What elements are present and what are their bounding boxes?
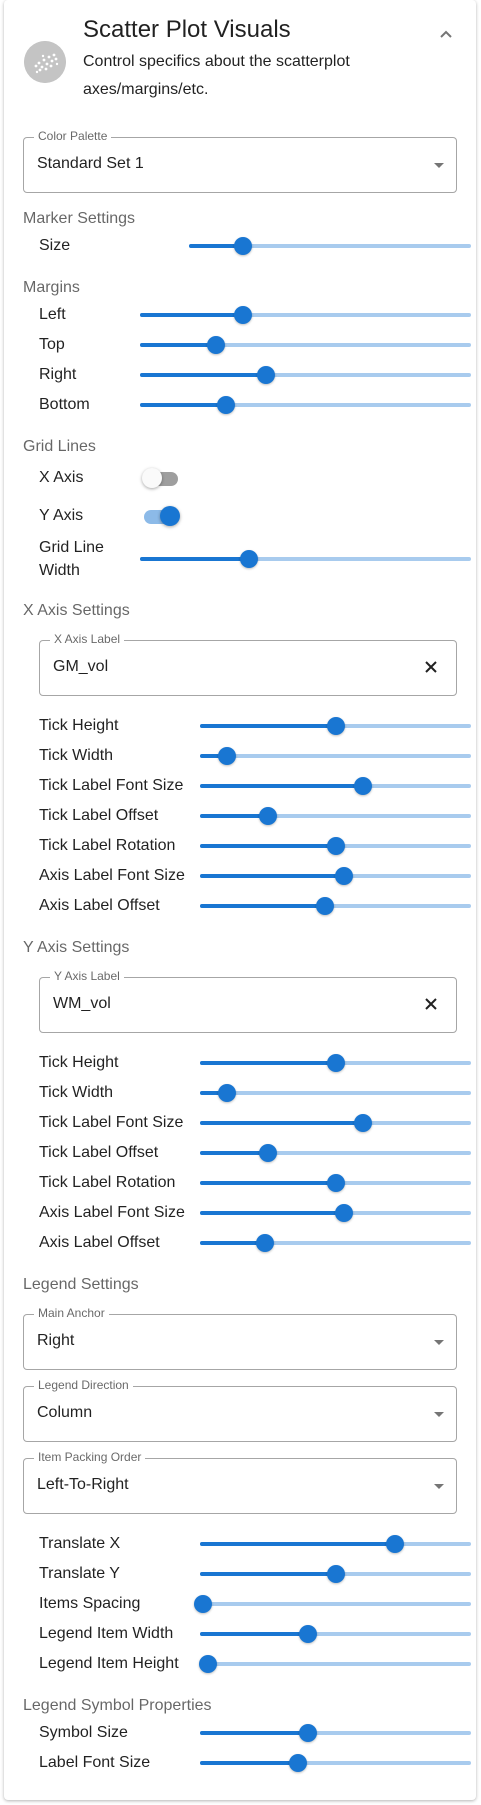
- marker-settings-title: Marker Settings: [23, 210, 136, 227]
- y-tick-label-offset-slider[interactable]: [200, 1143, 471, 1163]
- grid-line-width-slider[interactable]: [140, 549, 471, 569]
- y-axis-settings-title: Y Axis Settings: [23, 939, 130, 956]
- x-tick-label-font-size-label: Tick Label Font Size: [39, 777, 184, 794]
- x-tick-label-font-size-slider[interactable]: [200, 776, 471, 796]
- x-axis-label-field-label: X Axis Label: [50, 632, 125, 646]
- grid-y-axis-label: Y Axis: [39, 507, 84, 524]
- translate-y-slider[interactable]: [200, 1564, 471, 1584]
- item-packing-order-value: Left-To-Right: [37, 1476, 129, 1493]
- items-spacing-slider[interactable]: [193, 1594, 471, 1614]
- x-axis-label-font-size-slider[interactable]: [200, 866, 471, 886]
- close-icon: [425, 998, 437, 1010]
- legend-settings-title: Legend Settings: [23, 1276, 139, 1293]
- grid-x-axis-label: X Axis: [39, 469, 84, 486]
- grid-lines-title: Grid Lines: [23, 438, 96, 455]
- color-palette-select[interactable]: Color Palette Standard Set 1: [23, 129, 457, 193]
- legend-item-width-label: Legend Item Width: [39, 1625, 174, 1642]
- panel-subtitle: Control specifics about the scatterplot …: [83, 53, 350, 98]
- translate-x-label: Translate X: [39, 1535, 121, 1552]
- margin-left-label: Left: [39, 306, 66, 323]
- translate-x-slider[interactable]: [200, 1534, 471, 1554]
- chevron-up-icon: [440, 30, 452, 38]
- legend-item-height-label: Legend Item Height: [39, 1655, 179, 1672]
- y-axis-label-clear-button[interactable]: [418, 991, 444, 1017]
- x-tick-label-offset-slider[interactable]: [200, 806, 471, 826]
- margins-title: Margins: [23, 279, 80, 296]
- dropdown-arrow-icon: [434, 163, 444, 168]
- dropdown-arrow-icon: [434, 1340, 444, 1345]
- y-tick-label-font-size-label: Tick Label Font Size: [39, 1114, 184, 1131]
- symbol-size-label: Symbol Size: [39, 1724, 128, 1741]
- main-anchor-select[interactable]: Main Anchor Right: [23, 1306, 457, 1370]
- y-axis-label-field-label: Y Axis Label: [50, 969, 124, 983]
- margin-bottom-label: Bottom: [39, 396, 90, 413]
- grid-x-axis-switch[interactable]: [142, 467, 180, 489]
- x-axis-settings-title: X Axis Settings: [23, 602, 130, 619]
- grid-line-width-label-line1: Grid Line: [39, 539, 104, 556]
- items-spacing-label: Items Spacing: [39, 1595, 141, 1612]
- x-tick-height-slider[interactable]: [200, 716, 471, 736]
- symbol-size-slider[interactable]: [200, 1723, 471, 1743]
- dropdown-arrow-icon: [434, 1484, 444, 1489]
- x-axis-label-font-size-label: Axis Label Font Size: [39, 867, 185, 884]
- color-palette-value: Standard Set 1: [37, 155, 144, 172]
- y-axis-label-offset-slider[interactable]: [200, 1233, 471, 1253]
- legend-direction-label: Legend Direction: [34, 1378, 133, 1392]
- x-tick-height-label: Tick Height: [39, 717, 119, 734]
- panel-title: Scatter Plot Visuals: [83, 16, 291, 43]
- x-axis-label-offset-label: Axis Label Offset: [39, 897, 160, 914]
- translate-y-label: Translate Y: [39, 1565, 120, 1582]
- y-tick-label-offset-label: Tick Label Offset: [39, 1144, 159, 1161]
- grid-y-axis-switch[interactable]: [142, 505, 180, 527]
- margin-bottom-slider[interactable]: [140, 395, 471, 415]
- y-tick-width-slider[interactable]: [200, 1083, 471, 1103]
- marker-size-label: Size: [39, 237, 71, 254]
- y-axis-label-font-size-label: Axis Label Font Size: [39, 1204, 185, 1221]
- label-font-size-label: Label Font Size: [39, 1754, 151, 1771]
- dropdown-arrow-icon: [434, 1412, 444, 1417]
- legend-item-width-slider[interactable]: [200, 1624, 471, 1644]
- scatter-thumbnail-icon: [24, 41, 66, 83]
- y-axis-label-font-size-slider[interactable]: [200, 1203, 471, 1223]
- margin-right-label: Right: [39, 366, 77, 383]
- x-tick-width-label: Tick Width: [39, 747, 114, 764]
- margin-left-slider[interactable]: [140, 305, 471, 325]
- x-axis-label-offset-slider[interactable]: [200, 896, 471, 916]
- y-tick-label-rotation-label: Tick Label Rotation: [39, 1174, 176, 1191]
- x-tick-label-rotation-slider[interactable]: [200, 836, 471, 856]
- grid-line-width-label-line2: Width: [39, 562, 80, 579]
- margin-right-slider[interactable]: [140, 365, 471, 385]
- x-axis-label-clear-button[interactable]: [418, 654, 444, 680]
- main-anchor-value: Right: [37, 1332, 75, 1349]
- y-tick-height-label: Tick Height: [39, 1054, 119, 1071]
- y-tick-height-slider[interactable]: [200, 1053, 471, 1073]
- x-tick-label-rotation-label: Tick Label Rotation: [39, 837, 176, 854]
- x-tick-label-offset-label: Tick Label Offset: [39, 807, 159, 824]
- collapse-button[interactable]: [432, 20, 460, 48]
- y-axis-label-offset-label: Axis Label Offset: [39, 1234, 160, 1251]
- legend-symbol-properties-title: Legend Symbol Properties: [23, 1697, 212, 1714]
- legend-direction-value: Column: [37, 1404, 93, 1421]
- color-palette-label: Color Palette: [34, 129, 112, 143]
- marker-size-slider[interactable]: [189, 236, 471, 256]
- y-tick-label-font-size-slider[interactable]: [200, 1113, 471, 1133]
- item-packing-order-select[interactable]: Item Packing Order Left-To-Right: [23, 1450, 457, 1514]
- x-axis-label-input[interactable]: X Axis Label GM_vol: [39, 632, 457, 696]
- label-font-size-slider[interactable]: [200, 1753, 471, 1773]
- legend-item-height-slider[interactable]: [199, 1654, 471, 1674]
- y-axis-label-input[interactable]: Y Axis Label WM_vol: [39, 969, 457, 1033]
- margin-top-slider[interactable]: [140, 335, 471, 355]
- y-axis-label-value: WM_vol: [53, 995, 111, 1012]
- x-axis-label-value: GM_vol: [53, 658, 109, 675]
- item-packing-order-label: Item Packing Order: [34, 1450, 146, 1464]
- main-anchor-label: Main Anchor: [34, 1306, 109, 1320]
- y-tick-label-rotation-slider[interactable]: [200, 1173, 471, 1193]
- scatter-plot-visuals-panel: Scatter Plot Visuals Control specifics a…: [4, 0, 476, 1800]
- margin-top-label: Top: [39, 336, 65, 353]
- x-tick-width-slider[interactable]: [200, 746, 471, 766]
- legend-direction-select[interactable]: Legend Direction Column: [23, 1378, 457, 1442]
- y-tick-width-label: Tick Width: [39, 1084, 114, 1101]
- close-icon: [425, 661, 437, 673]
